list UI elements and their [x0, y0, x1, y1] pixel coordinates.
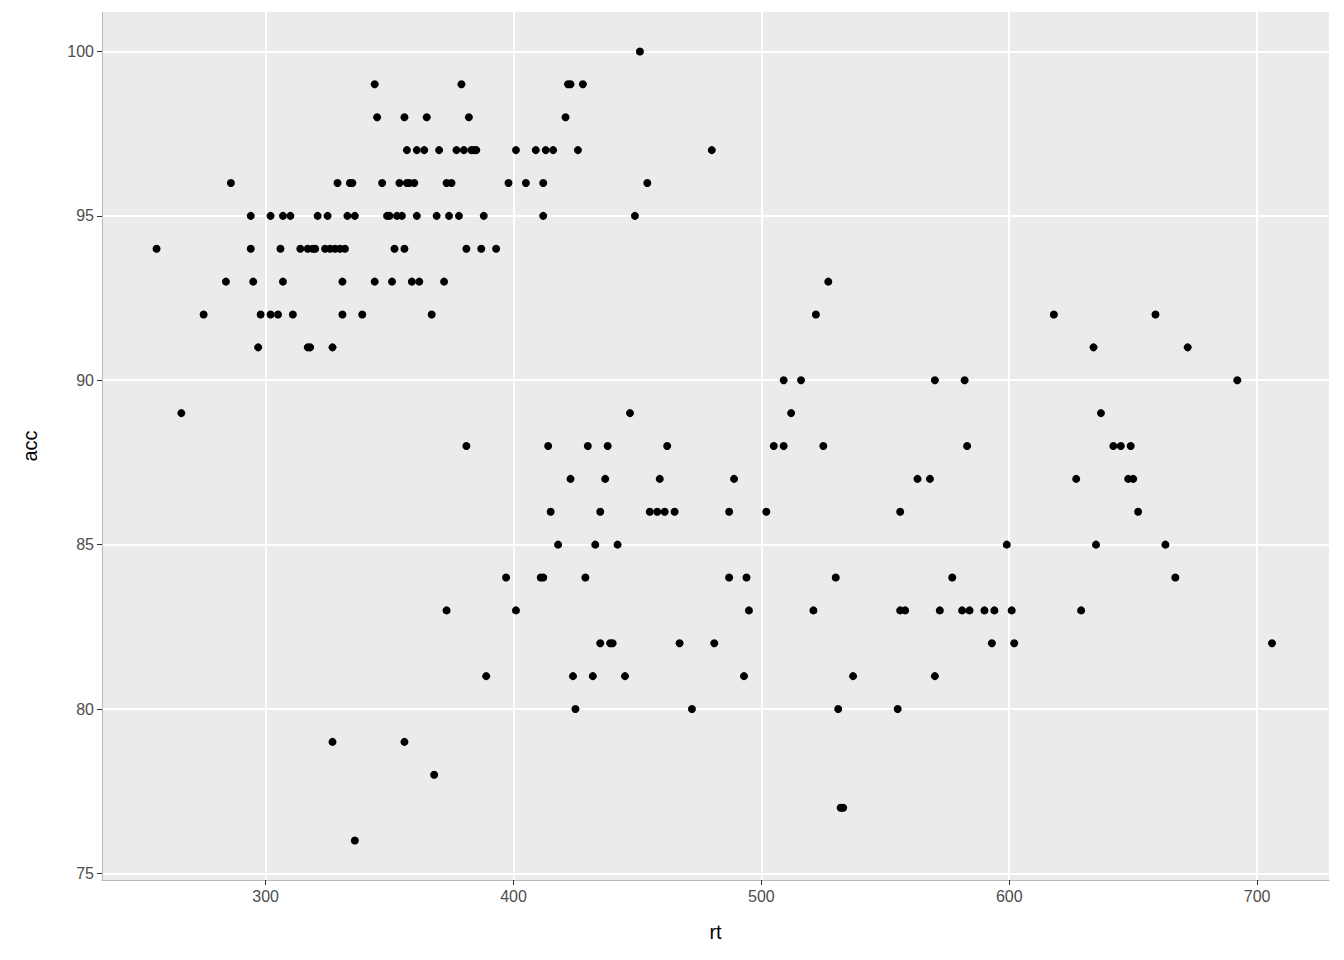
svg-text:85: 85	[76, 536, 94, 553]
svg-text:95: 95	[76, 207, 94, 224]
svg-text:300: 300	[252, 888, 279, 905]
svg-text:90: 90	[76, 372, 94, 389]
svg-text:100: 100	[67, 43, 94, 60]
svg-text:600: 600	[996, 888, 1023, 905]
svg-text:acc: acc	[19, 430, 41, 461]
svg-text:700: 700	[1244, 888, 1271, 905]
svg-text:75: 75	[76, 865, 94, 882]
svg-text:400: 400	[500, 888, 527, 905]
svg-text:rt: rt	[709, 921, 722, 943]
svg-text:500: 500	[748, 888, 775, 905]
svg-text:80: 80	[76, 701, 94, 718]
